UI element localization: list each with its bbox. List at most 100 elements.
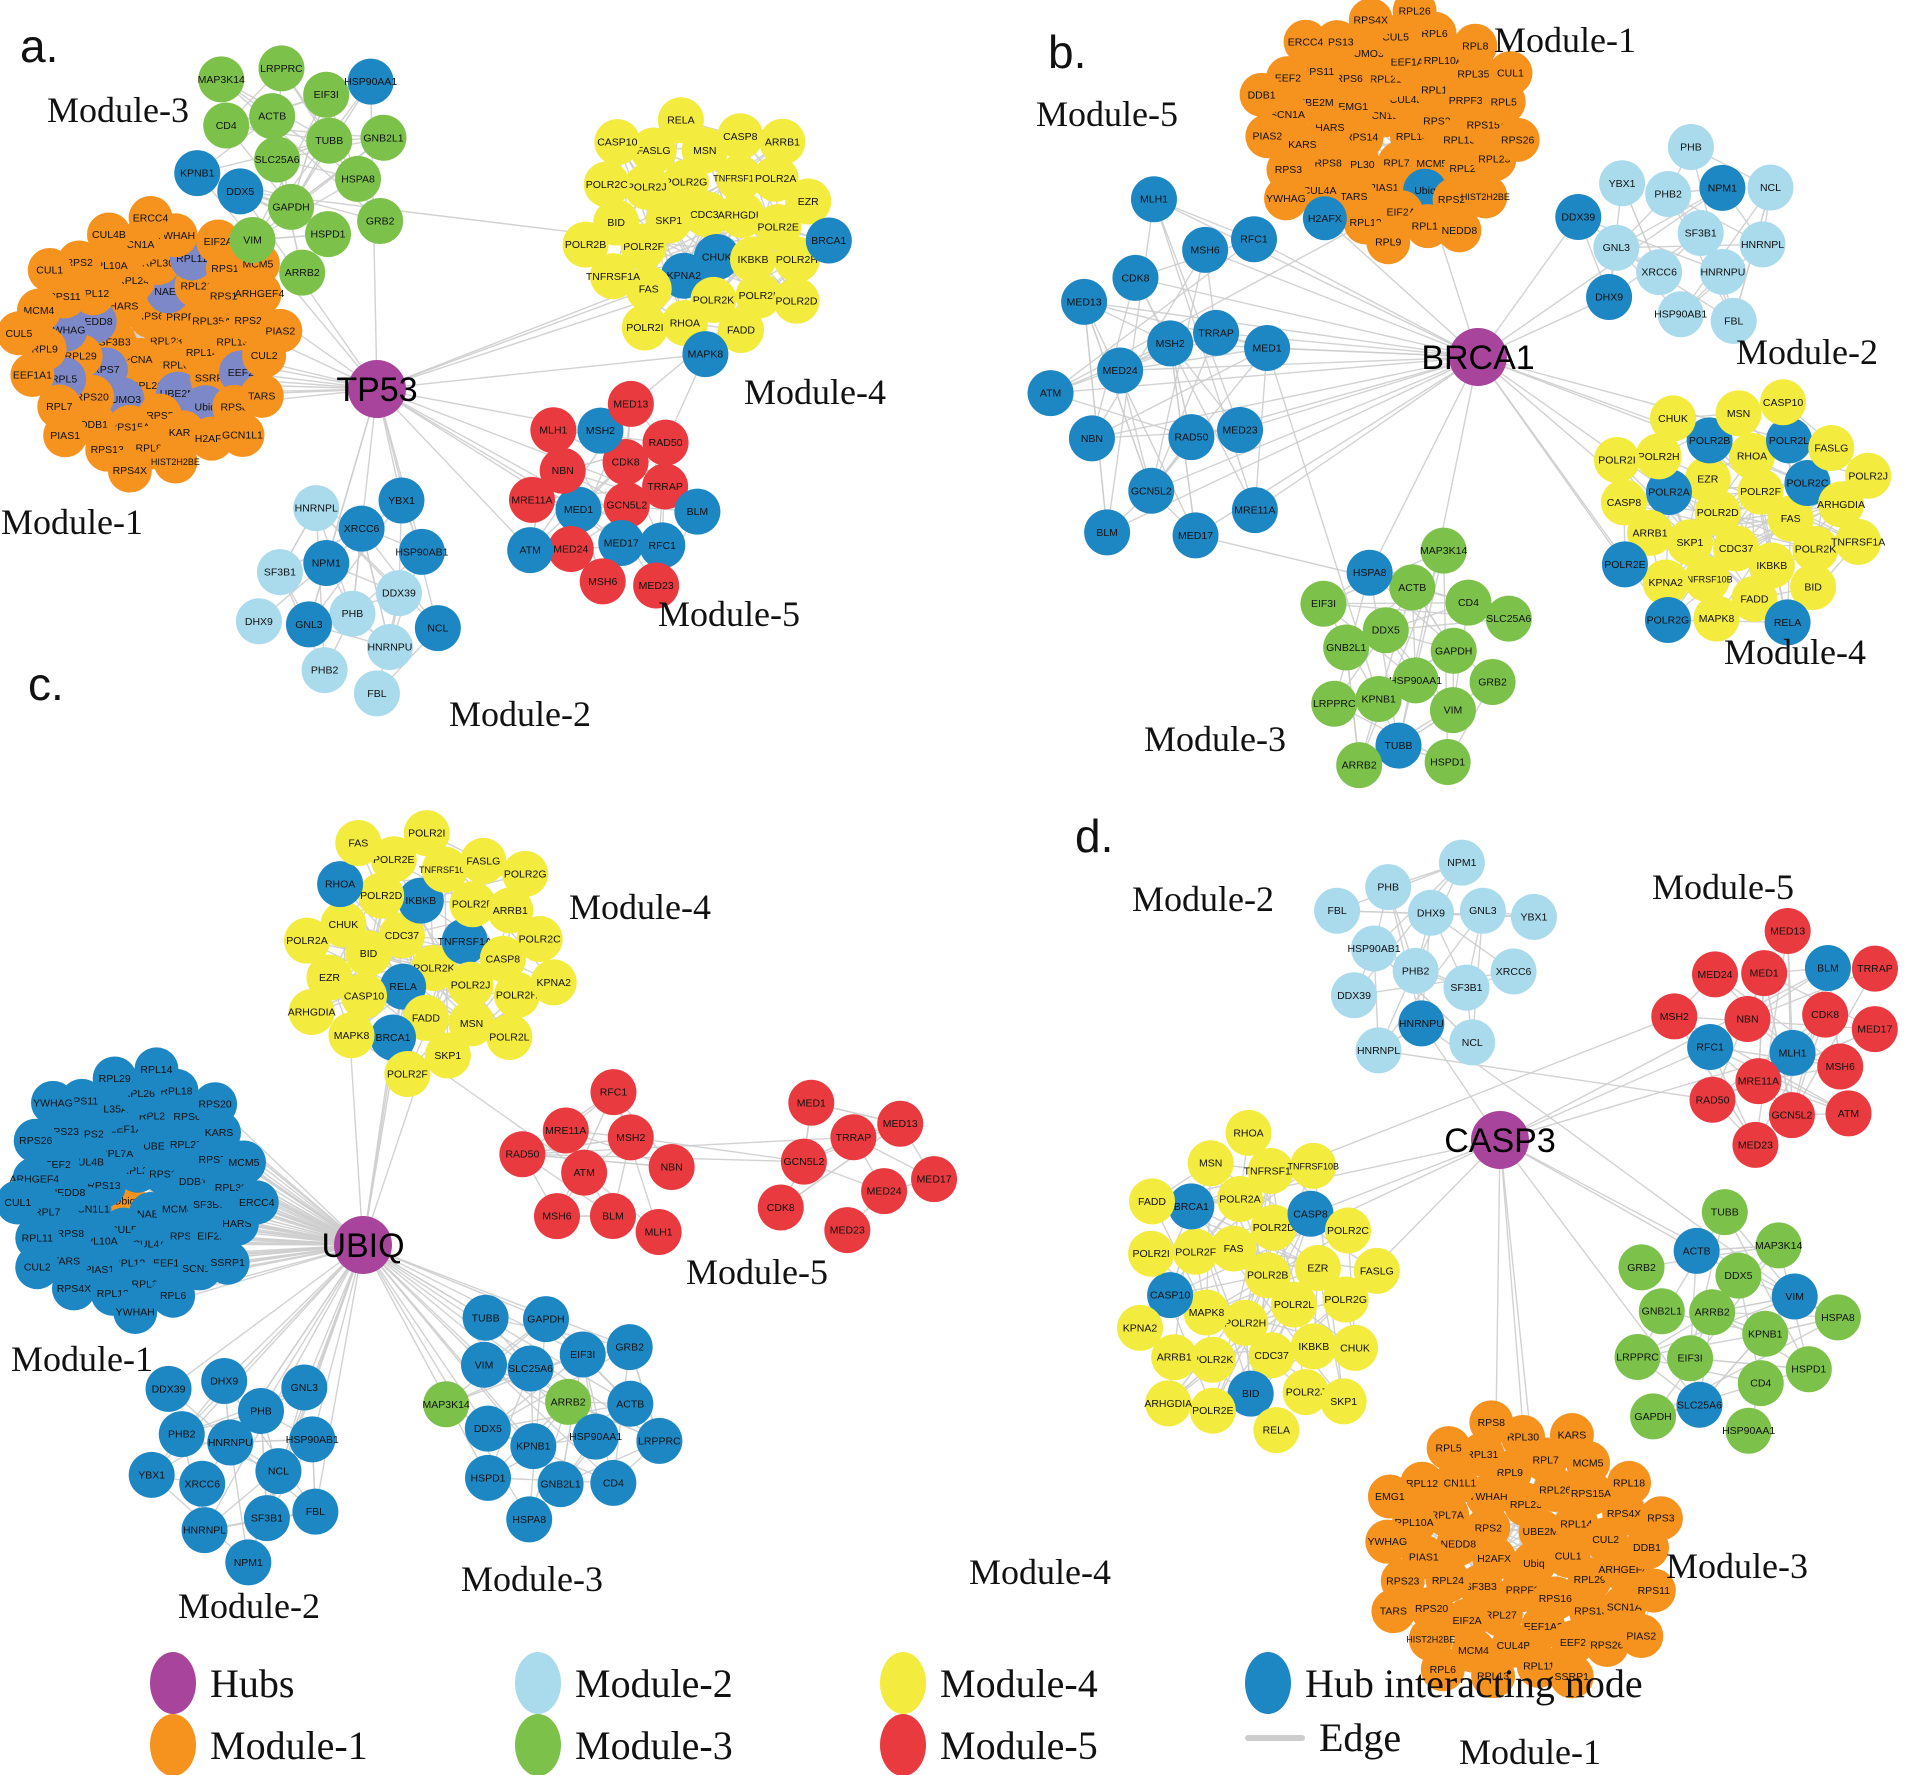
- node-MSN[interactable]: MSN: [1715, 390, 1762, 437]
- node-HNRNPU[interactable]: HNRNPU: [366, 624, 413, 671]
- node-ARRB2[interactable]: ARRB2: [279, 249, 326, 296]
- node-RPL6[interactable]: RPL6: [1420, 1647, 1465, 1692]
- node-PIAS2[interactable]: PIAS2: [258, 308, 303, 353]
- node-RAD50[interactable]: RAD50: [642, 419, 689, 466]
- node-MED24[interactable]: MED24: [547, 526, 594, 573]
- node-RPS26[interactable]: RPS26: [1495, 117, 1540, 162]
- node-CUL2[interactable]: CUL2: [15, 1245, 60, 1290]
- node-VIM[interactable]: VIM: [1429, 687, 1476, 734]
- node-HNRNPL[interactable]: HNRNPL: [181, 1507, 228, 1554]
- node-POLR2I[interactable]: POLR2I: [403, 810, 450, 857]
- node-RAD50[interactable]: RAD50: [499, 1131, 546, 1178]
- node-RAD50[interactable]: RAD50: [1168, 414, 1215, 461]
- node-YBX1[interactable]: YBX1: [1599, 160, 1646, 207]
- node-CASP10[interactable]: CASP10: [1760, 379, 1807, 426]
- node-FASLG[interactable]: FASLG: [1808, 424, 1855, 471]
- hub-UBIQ[interactable]: UBIQ: [321, 1216, 405, 1274]
- hub-CASP3[interactable]: CASP3: [1444, 1111, 1556, 1169]
- node-ERCC4[interactable]: ERCC4: [234, 1180, 279, 1225]
- node-DDX39[interactable]: DDX39: [145, 1365, 192, 1412]
- node-SLC25A6[interactable]: SLC25A6: [1676, 1381, 1723, 1428]
- node-FBL[interactable]: FBL: [1710, 297, 1757, 344]
- node-MAPK8[interactable]: MAPK8: [1693, 595, 1740, 642]
- node-NBN[interactable]: NBN: [1724, 996, 1771, 1043]
- node-GNL3[interactable]: GNL3: [281, 1364, 328, 1411]
- node-SKP1[interactable]: SKP1: [1320, 1378, 1367, 1425]
- node-MED13[interactable]: MED13: [1061, 278, 1108, 325]
- node-FASLG[interactable]: FASLG: [460, 837, 507, 884]
- node-MLH1[interactable]: MLH1: [530, 407, 577, 454]
- node-SLC25A6[interactable]: SLC25A6: [254, 136, 301, 183]
- node-GNB2L1[interactable]: GNB2L1: [1638, 1288, 1685, 1335]
- node-RPL8[interactable]: RPL8: [1453, 23, 1498, 68]
- node-ACTB[interactable]: ACTB: [249, 93, 296, 140]
- node-POLR2G[interactable]: POLR2G: [1644, 596, 1691, 643]
- node-NBN[interactable]: NBN: [539, 447, 586, 494]
- node-POLR2H[interactable]: POLR2H: [1635, 433, 1682, 480]
- node-VIM[interactable]: VIM: [1771, 1273, 1818, 1320]
- node-MED23[interactable]: MED23: [1732, 1121, 1779, 1168]
- hub-TP53[interactable]: TP53: [336, 360, 418, 418]
- node-SSRP1[interactable]: SSRP1: [1549, 1654, 1594, 1699]
- node-HSP90AB1[interactable]: HSP90AB1: [395, 528, 449, 575]
- node-YBX1[interactable]: YBX1: [378, 477, 425, 524]
- node-RFC1[interactable]: RFC1: [1687, 1024, 1734, 1071]
- node-ARHGDIA[interactable]: ARHGDIA: [1144, 1380, 1192, 1427]
- node-HSP90AB1[interactable]: HSP90AB1: [286, 1416, 339, 1463]
- node-MED17[interactable]: MED17: [598, 519, 645, 566]
- node-MCM5[interactable]: MCM5: [222, 1140, 267, 1185]
- node-HNRNPL[interactable]: HNRNPL: [1739, 221, 1786, 268]
- node-H2AFX[interactable]: H2AFX: [1302, 196, 1347, 241]
- node-POLR2B[interactable]: POLR2B: [1244, 1252, 1291, 1299]
- node-POLR2E[interactable]: POLR2E: [370, 836, 417, 883]
- node-KPNA2[interactable]: KPNA2: [1116, 1304, 1163, 1351]
- node-NCL[interactable]: NCL: [414, 605, 461, 652]
- node-NEDD8[interactable]: NEDD8: [1437, 208, 1482, 253]
- node-CD4[interactable]: CD4: [1737, 1360, 1784, 1407]
- node-ACTB[interactable]: ACTB: [1673, 1227, 1720, 1274]
- node-YWHAG[interactable]: YWHAG: [1263, 176, 1308, 221]
- node-RPL13[interactable]: RPL13: [1471, 1654, 1516, 1699]
- node-ERCC4[interactable]: ERCC4: [128, 196, 173, 241]
- node-RPS20[interactable]: RPS20: [1409, 1586, 1454, 1631]
- node-GRB2[interactable]: GRB2: [606, 1324, 653, 1371]
- node-RELA[interactable]: RELA: [1253, 1407, 1300, 1454]
- node-CASP8[interactable]: CASP8: [717, 113, 764, 160]
- node-CASP8[interactable]: CASP8: [479, 935, 526, 982]
- node-DDX5[interactable]: DDX5: [464, 1405, 511, 1452]
- node-HSPD1[interactable]: HSPD1: [1424, 739, 1471, 786]
- node-MSH2[interactable]: MSH2: [1147, 320, 1194, 367]
- node-EZR[interactable]: EZR: [785, 178, 832, 225]
- node-GAPDH[interactable]: GAPDH: [1630, 1393, 1677, 1440]
- node-DHX9[interactable]: DHX9: [201, 1357, 248, 1404]
- node-DDX5[interactable]: DDX5: [1362, 607, 1409, 654]
- node-POLR2G[interactable]: POLR2G: [1322, 1276, 1369, 1323]
- node-YBX1[interactable]: YBX1: [1510, 893, 1557, 940]
- node-MED23[interactable]: MED23: [633, 562, 680, 609]
- node-RPS4X[interactable]: RPS4X: [107, 448, 152, 493]
- node-ARHGDIA[interactable]: ARHGDIA: [718, 191, 766, 238]
- node-HSP90AA1[interactable]: HSP90AA1: [1389, 657, 1442, 704]
- node-NCL[interactable]: NCL: [1449, 1019, 1496, 1066]
- node-SLC25A6[interactable]: SLC25A6: [507, 1345, 554, 1392]
- node-CUL5[interactable]: CUL5: [0, 311, 41, 356]
- node-HSPA8[interactable]: HSPA8: [1346, 549, 1393, 596]
- node-MED1[interactable]: MED1: [1244, 325, 1291, 372]
- node-CASP8[interactable]: CASP8: [1287, 1190, 1334, 1237]
- node-POLR2H[interactable]: POLR2H: [493, 971, 540, 1018]
- node-SF3B1[interactable]: SF3B1: [1677, 210, 1724, 257]
- node-MAP3K14[interactable]: MAP3K14: [1420, 527, 1467, 574]
- node-BID[interactable]: BID: [1790, 563, 1837, 610]
- node-RAD50[interactable]: RAD50: [1689, 1076, 1736, 1123]
- node-MSH2[interactable]: MSH2: [607, 1114, 654, 1161]
- node-MSN[interactable]: MSN: [448, 1000, 495, 1047]
- node-TNFRSF10B[interactable]: TNFRSF10B: [1287, 1142, 1339, 1189]
- node-ARHGDIA[interactable]: ARHGDIA: [288, 989, 336, 1036]
- node-TUBB[interactable]: TUBB: [306, 117, 353, 164]
- node-FADD[interactable]: FADD: [1731, 575, 1778, 622]
- node-HSPD1[interactable]: HSPD1: [465, 1454, 512, 1501]
- node-MED1[interactable]: MED1: [788, 1079, 835, 1126]
- node-MSH6[interactable]: MSH6: [1182, 226, 1229, 273]
- node-RPS4X[interactable]: RPS4X: [51, 1266, 96, 1311]
- node-MED24[interactable]: MED24: [1691, 951, 1738, 998]
